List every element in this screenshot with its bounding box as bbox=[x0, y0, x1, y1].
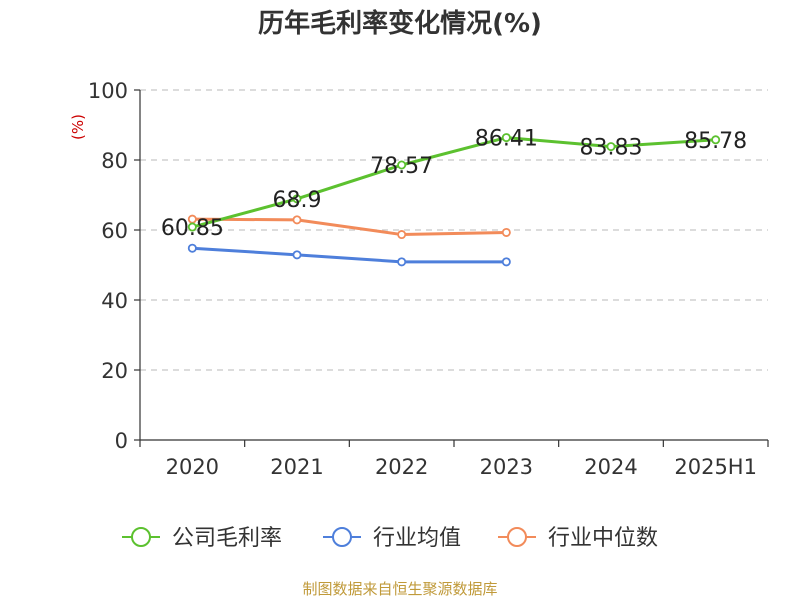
x-tick-label: 2020 bbox=[166, 455, 219, 479]
legend[interactable]: 公司毛利率 行业均值 行业中位数 bbox=[122, 526, 658, 551]
legend-item[interactable]: 行业均值 bbox=[323, 526, 461, 551]
legend-label: 行业均值 bbox=[373, 526, 461, 551]
data-point[interactable] bbox=[187, 222, 197, 232]
data-point[interactable] bbox=[711, 135, 721, 145]
series-line bbox=[191, 136, 716, 229]
y-tick-label: 100 bbox=[88, 79, 128, 103]
legend-label: 公司毛利率 bbox=[172, 526, 282, 551]
legend-marker bbox=[332, 527, 352, 547]
data-label: 86.41 bbox=[475, 127, 538, 152]
data-labels: 60.85 68.9 78.57 86.41 83.83 85.78 bbox=[161, 127, 747, 241]
data-point[interactable] bbox=[397, 160, 407, 170]
data-label: 68.9 bbox=[273, 188, 322, 213]
data-point[interactable] bbox=[606, 142, 616, 152]
data-label: 78.57 bbox=[370, 154, 433, 179]
data-label: 60.85 bbox=[161, 216, 224, 241]
series-line bbox=[192, 246, 507, 264]
data-point[interactable] bbox=[292, 194, 302, 204]
data-point[interactable] bbox=[187, 243, 197, 253]
data-point[interactable] bbox=[501, 257, 511, 267]
grid-lines bbox=[140, 89, 768, 371]
x-tick-label: 2024 bbox=[584, 455, 637, 479]
data-source-note: 制图数据来自恒生聚源数据库 bbox=[302, 580, 498, 598]
x-tick-label: 2025H1 bbox=[674, 455, 757, 479]
series-line bbox=[192, 217, 507, 237]
x-tick-label: 2023 bbox=[480, 455, 533, 479]
series-lines bbox=[187, 133, 721, 267]
y-axis-label: (%) bbox=[69, 114, 87, 140]
axes: 0 20 40 60 80 100 2020 2021 2022 2023 2024 2025H1 (%… bbox=[69, 79, 769, 479]
y-tick-label: 40 bbox=[101, 289, 128, 313]
y-tick-label: 20 bbox=[101, 359, 128, 383]
y-tick-label: 60 bbox=[101, 219, 128, 243]
data-point[interactable] bbox=[501, 227, 511, 237]
chart-title: 历年毛利率变化情况(%) bbox=[258, 9, 542, 39]
x-tick-label: 2022 bbox=[375, 455, 428, 479]
data-point[interactable] bbox=[397, 230, 407, 240]
data-label: 85.78 bbox=[684, 129, 747, 154]
data-point[interactable] bbox=[501, 133, 511, 143]
data-label: 83.83 bbox=[580, 136, 643, 161]
legend-marker bbox=[507, 527, 527, 547]
data-point[interactable] bbox=[292, 215, 302, 225]
y-tick-label: 0 bbox=[115, 429, 128, 453]
x-tick-label: 2021 bbox=[270, 455, 323, 479]
legend-label: 行业中位数 bbox=[548, 526, 658, 551]
data-point[interactable] bbox=[397, 257, 407, 267]
legend-item[interactable]: 公司毛利率 bbox=[122, 526, 282, 551]
legend-item[interactable]: 行业中位数 bbox=[498, 526, 658, 551]
legend-marker bbox=[131, 527, 151, 547]
data-point[interactable] bbox=[292, 250, 302, 260]
y-tick-label: 80 bbox=[101, 149, 128, 173]
